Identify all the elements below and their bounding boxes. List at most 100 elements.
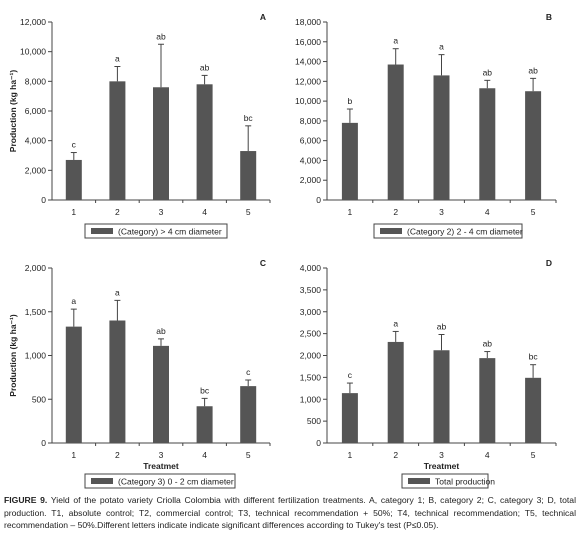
panel-a-bar: [109, 81, 126, 200]
panel-a-y-axis-title: Production (kg ha⁻¹): [8, 70, 18, 153]
panel-d-bar: [479, 358, 496, 443]
caption-text: Yield of the potato variety Criolla Colo…: [4, 495, 576, 530]
panel-b-legend-swatch: [380, 228, 402, 234]
panel-d-significance-letter: ab: [483, 339, 493, 349]
panel-b-category-label: 4: [485, 207, 490, 217]
panel-c-legend-label: (Category 3) 0 - 2 cm diameter: [118, 477, 234, 487]
panel-c-y-tick-label: 2,000: [25, 263, 47, 273]
panel-b-significance-letter: a: [439, 42, 444, 52]
panel-a-significance-letter: ab: [156, 31, 166, 41]
panel-c-y-axis-title: Production (kg ha⁻¹): [8, 314, 18, 397]
panel-d-letter: D: [546, 258, 552, 268]
panel-c-significance-letter: c: [246, 367, 251, 377]
panel-c-bar: [109, 320, 126, 443]
panel-c-category-label: 4: [202, 450, 207, 460]
panel-d-y-tick-label: 3,000: [300, 307, 322, 317]
panel-d-x-axis-title: Treatmet: [424, 461, 460, 471]
panel-c-x-axis-title: Treatmet: [143, 461, 179, 471]
panel-d-category-label: 2: [393, 450, 398, 460]
panel-b-y-tick-label: 6,000: [300, 136, 322, 146]
panel-c-y-tick-label: 1,000: [25, 351, 47, 361]
panel-c-bar: [65, 326, 82, 443]
panel-d-legend-label: Total production: [435, 477, 495, 487]
panel-c-significance-letter: bc: [200, 385, 210, 395]
panel-a-category-label: 4: [202, 207, 207, 217]
panel-d-y-tick-label: 2,000: [300, 351, 322, 361]
panel-c-bar: [240, 386, 257, 443]
panel-d-category-label: 1: [348, 450, 353, 460]
panel-d-significance-letter: c: [348, 370, 353, 380]
panel-b-y-tick-label: 0: [316, 195, 321, 205]
panel-b-y-tick-label: 10,000: [295, 96, 321, 106]
panel-b-category-label: 3: [439, 207, 444, 217]
panel-a-y-tick-label: 8,000: [25, 76, 47, 86]
panel-c-letter: C: [260, 258, 266, 268]
panel-c-category-label: 2: [115, 450, 120, 460]
panel-c-y-tick-label: 500: [32, 394, 46, 404]
panel-a-legend-swatch: [91, 228, 113, 234]
panel-b-category-label: 1: [348, 207, 353, 217]
panel-b-y-tick-label: 2,000: [300, 175, 322, 185]
panel-c-significance-letter: a: [71, 296, 76, 306]
panel-d-y-tick-label: 0: [316, 438, 321, 448]
panel-a-y-tick-label: 0: [41, 195, 46, 205]
panel-b-bar: [387, 64, 404, 201]
panel-b-bar: [341, 122, 358, 200]
panel-a-significance-letter: a: [115, 54, 120, 64]
panel-a-y-tick-label: 12,000: [20, 17, 46, 27]
panel-d-bar: [433, 350, 450, 443]
panel-d-y-tick-label: 3,500: [300, 285, 322, 295]
panel-a-bar: [240, 151, 257, 200]
panel-a-category-label: 3: [159, 207, 164, 217]
panel-c-category-label: 5: [246, 450, 251, 460]
panel-a-category-label: 5: [246, 207, 251, 217]
panel-d-legend-box: [401, 473, 489, 489]
panel-c-bar: [153, 345, 169, 443]
panel-a-category-label: 1: [71, 207, 76, 217]
panel-c-legend-box: [84, 473, 236, 489]
panel-a-y-tick-label: 2,000: [25, 165, 47, 175]
panel-b-significance-letter: ab: [483, 67, 493, 77]
panel-d-category-label: 4: [485, 450, 490, 460]
panel-b-y-tick-label: 18,000: [295, 17, 321, 27]
panel-b-letter: B: [546, 12, 552, 22]
panel-b-legend-box: [373, 223, 523, 239]
panel-a-significance-letter: bc: [244, 113, 254, 123]
panel-d-bar: [341, 393, 358, 443]
panel-a-bar: [153, 87, 169, 200]
caption-label: FIGURE 9.: [4, 495, 48, 505]
panel-d-significance-letter: ab: [437, 322, 447, 332]
panel-c-significance-letter: a: [115, 287, 120, 297]
panel-a-significance-letter: c: [72, 140, 77, 150]
panel-c-y-tick-label: 1,500: [25, 307, 47, 317]
figure-caption: FIGURE 9. Yield of the potato variety Cr…: [4, 494, 576, 532]
panel-c-category-label: 1: [71, 450, 76, 460]
panel-b-category-label: 2: [393, 207, 398, 217]
panel-d-significance-letter: bc: [529, 352, 539, 362]
panel-b-bar: [433, 75, 450, 200]
panel-b-y-tick-label: 8,000: [300, 116, 322, 126]
panel-b-significance-letter: a: [393, 36, 398, 46]
panel-d-bar: [387, 341, 404, 443]
panel-d-category-label: 3: [439, 450, 444, 460]
panel-a-y-tick-label: 10,000: [20, 47, 46, 57]
panel-b-y-tick-label: 14,000: [295, 57, 321, 67]
panel-b-bar: [525, 91, 542, 200]
panel-d-y-tick-label: 4,000: [300, 263, 322, 273]
panel-a-significance-letter: ab: [200, 62, 210, 72]
panel-c-legend-swatch: [91, 478, 113, 484]
panel-a-category-label: 2: [115, 207, 120, 217]
panel-d-category-label: 5: [531, 450, 536, 460]
panel-b-y-tick-label: 4,000: [300, 155, 322, 165]
panel-d-y-tick-label: 2,500: [300, 329, 322, 339]
panel-b-significance-letter: b: [348, 96, 353, 106]
panel-d-y-tick-label: 1,000: [300, 394, 322, 404]
panel-c-significance-letter: ab: [156, 326, 166, 336]
panel-a-legend-box: [84, 223, 228, 239]
panel-b-category-label: 5: [531, 207, 536, 217]
panel-d-y-tick-label: 500: [307, 416, 321, 426]
panel-b-y-tick-label: 16,000: [295, 37, 321, 47]
panel-a-legend-label: (Category) > 4 cm diameter: [118, 227, 222, 237]
